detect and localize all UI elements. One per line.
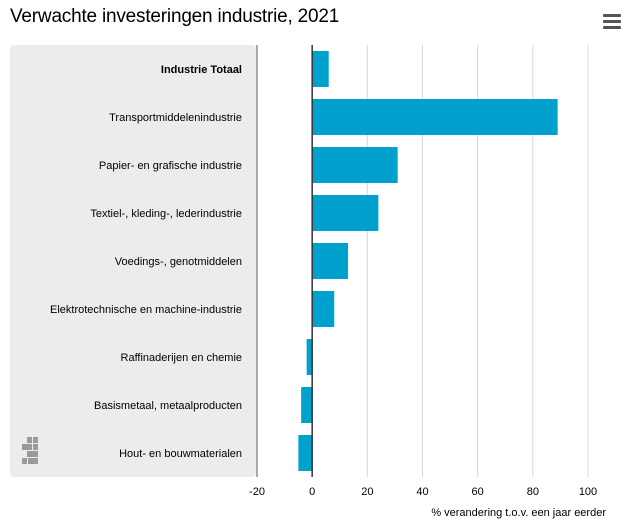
category-label: Voedings-, genotmiddelen: [115, 256, 242, 268]
category-label-panel: [10, 45, 256, 477]
x-tick-label: 60: [472, 486, 484, 498]
hamburger-menu-icon[interactable]: [603, 14, 621, 30]
category-label: Industrie Totaal: [161, 64, 242, 76]
x-tick-label: -20: [249, 486, 265, 498]
category-label: Raffinaderijen en chemie: [121, 352, 242, 364]
category-label: Textiel-, kleding-, lederindustrie: [90, 208, 242, 220]
bar: [312, 195, 379, 231]
cbs-logo-icon: [22, 437, 38, 464]
x-tick-label: 100: [579, 486, 597, 498]
category-label: Papier- en grafische industrie: [99, 160, 242, 172]
x-tick-label: 40: [416, 486, 428, 498]
bar: [312, 51, 329, 87]
bar: [312, 99, 558, 135]
category-label: Elektrotechnische en machine-industrie: [50, 304, 242, 316]
x-axis-label: % verandering t.o.v. een jaar eerder: [431, 507, 606, 519]
bar: [312, 147, 398, 183]
bar: [306, 339, 313, 375]
category-label: Transportmiddelenindustrie: [109, 112, 242, 124]
x-tick-label: 0: [309, 486, 315, 498]
bar: [298, 435, 313, 471]
x-tick-label: 20: [361, 486, 373, 498]
chart-title: Verwachte investeringen industrie, 2021: [10, 6, 340, 27]
category-label: Hout- en bouwmaterialen: [119, 448, 242, 460]
category-label: Basismetaal, metaalproducten: [94, 400, 242, 412]
bar: [312, 243, 349, 279]
x-tick-label: 80: [527, 486, 539, 498]
bar: [312, 291, 335, 327]
bar: [301, 387, 313, 423]
